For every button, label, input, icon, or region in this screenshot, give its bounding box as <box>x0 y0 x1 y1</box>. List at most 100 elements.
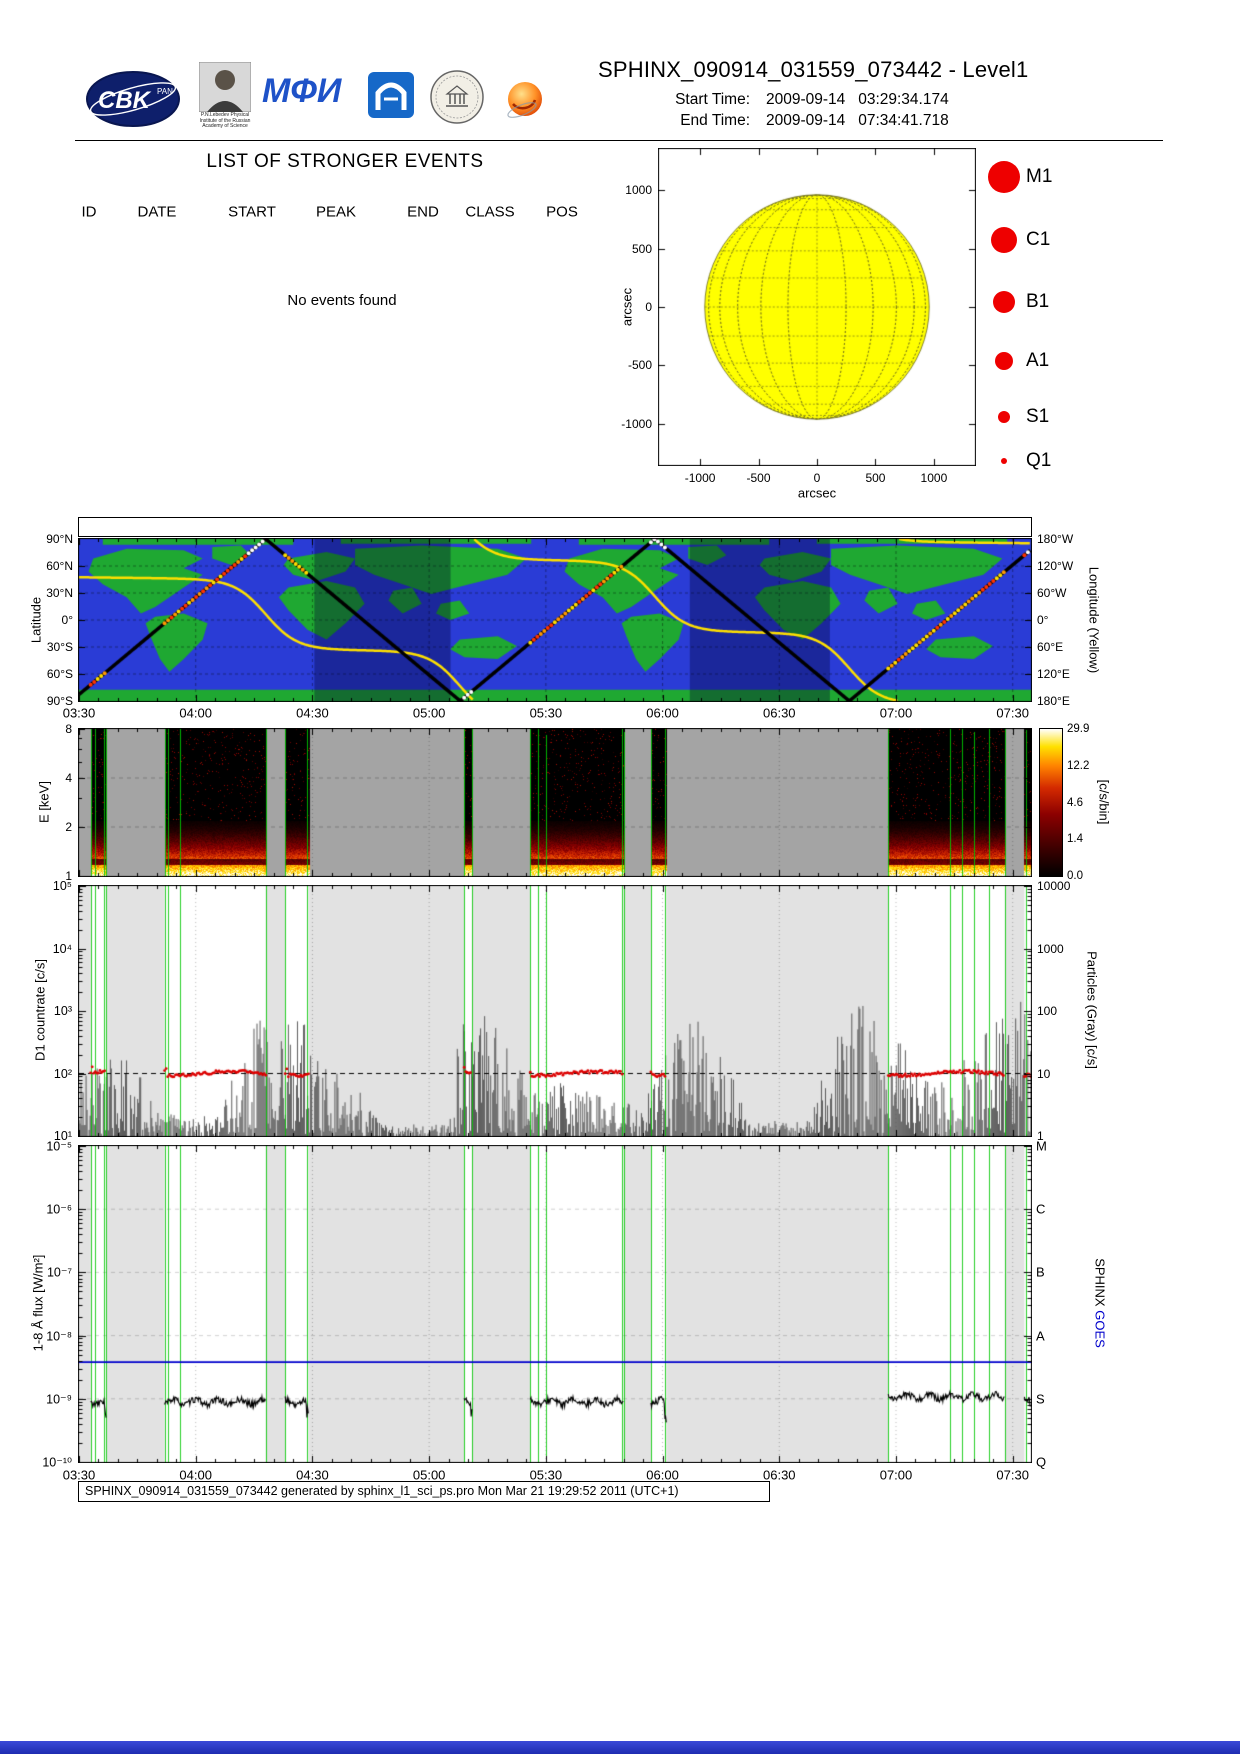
particles-tick-label: 100 <box>1037 1004 1058 1018</box>
energy-tick-label: 8 <box>65 722 72 736</box>
latitude-tick-label: 60°N <box>46 559 73 573</box>
events-heading: LIST OF STRONGER EVENTS <box>206 151 484 172</box>
events-column-header: DATE <box>137 203 177 221</box>
flux-tick-label: 10⁻⁸ <box>46 1329 72 1344</box>
longitude-tick-label: 120°W <box>1037 559 1074 573</box>
energy-tick-label: 1 <box>65 869 72 883</box>
particles-tick-label: 1 <box>1037 1129 1044 1143</box>
goes-class-label: C <box>1036 1201 1046 1217</box>
latitude-tick-label: 30°S <box>46 640 73 654</box>
sun-y-tick-label: -500 <box>627 358 652 373</box>
sun-x-tick-label: -1000 <box>684 471 716 485</box>
flare-size-label: Q1 <box>1026 450 1052 471</box>
energy-tick-label: 2 <box>65 820 72 834</box>
mephi-logo-text: МФИ <box>262 72 342 110</box>
particles-tick-label: 10000 <box>1037 879 1071 893</box>
sun-swirl-logo <box>502 78 548 129</box>
end-time-label: End Time: <box>680 112 750 129</box>
start-time-label: Start Time: <box>675 91 750 108</box>
sun-y-tick-label: -1000 <box>621 416 652 431</box>
end-time-value: 2009-09-14 07:34:41.718 <box>766 112 949 129</box>
sun-x-axis-label: arcsec <box>797 485 837 501</box>
events-column-header: ID <box>81 203 97 221</box>
flare-size-dot-c1 <box>991 227 1017 253</box>
colorbar-tick-label: 1.4 <box>1067 833 1083 846</box>
time-tick-label: 03:30 <box>62 705 96 721</box>
longitude-tick-label: 0° <box>1037 613 1049 627</box>
longitude-tick-label: 60°W <box>1037 586 1067 600</box>
longitude-tick-label: 180°W <box>1037 532 1074 546</box>
latitude-tick-label: 0° <box>61 613 73 627</box>
sun-y-axis-label: arcsec <box>619 287 635 327</box>
bottom-blue-bar <box>0 1741 1240 1754</box>
flare-size-label: M1 <box>1026 166 1053 187</box>
sun-y-tick-label: 1000 <box>625 183 652 198</box>
time-tick-label: 07:30 <box>996 1467 1029 1483</box>
longitude-tick-label: 180°E <box>1037 694 1070 708</box>
cbk-logo-graphic: CBK PAN <box>86 71 180 127</box>
sun-x-tick-label: -500 <box>746 471 771 485</box>
flux-tick-label: 10⁻⁵ <box>46 1139 72 1154</box>
mephi-logo: МФИ <box>262 72 341 111</box>
page-title: SPHINX_090914_031559_073442 - Level1 <box>598 57 1029 82</box>
time-tick-label: 07:00 <box>879 705 913 721</box>
countrate-tick-label: 10⁴ <box>52 941 72 956</box>
header-divider <box>75 140 1163 141</box>
energy-tick-label: 4 <box>65 771 72 785</box>
colorbar-tick-label: 4.6 <box>1067 796 1083 809</box>
time-tick-label: 07:30 <box>996 705 1029 721</box>
latitude-tick-label: 90°S <box>46 694 73 708</box>
colorbar-tick-label: 12.2 <box>1067 759 1090 772</box>
goes-class-label: B <box>1036 1264 1045 1280</box>
footer-text: SPHINX_090914_031559_073442 generated by… <box>85 1484 679 1498</box>
flare-size-dot-b1 <box>993 291 1015 313</box>
sun-y-tick-label: 0 <box>645 300 652 314</box>
empty-strip-panel <box>78 517 1032 537</box>
colorbar-tick-label: 29.9 <box>1067 723 1090 735</box>
particles-tick-label: 10 <box>1037 1066 1051 1081</box>
flux-axis-label: 1-8 Å flux [W/m²] <box>30 1254 46 1352</box>
goes-class-label: A <box>1036 1328 1045 1344</box>
cbk-logo-subtext: PAN <box>157 87 173 96</box>
lebedev-portrait <box>199 62 251 112</box>
flare-size-label: B1 <box>1026 291 1050 312</box>
flare-size-label: C1 <box>1026 229 1051 250</box>
flux-tick-label: 10⁻¹⁰ <box>42 1455 72 1470</box>
sun-swirl-graphic <box>507 82 542 118</box>
flux-series-legend: SPHINX GOES <box>1093 1258 1108 1348</box>
longitude-tick-label: 60°E <box>1037 640 1064 654</box>
sun-x-tick-label: 500 <box>865 471 886 485</box>
countrate-tick-label: 10² <box>53 1066 72 1081</box>
latitude-tick-label: 90°N <box>46 532 73 546</box>
end-time-row: End Time: 2009-09-14 07:34:41.718 <box>640 112 1160 130</box>
flux-tick-label: 10⁻⁶ <box>46 1202 72 1217</box>
flux-tick-label: 10⁻⁷ <box>46 1265 72 1280</box>
flare-size-label: A1 <box>1026 350 1050 371</box>
countrate-tick-label: 10³ <box>53 1004 72 1018</box>
colorbar-tick-label: 0.0 <box>1067 870 1083 882</box>
cbk-logo-text: CBK <box>98 87 152 114</box>
lebedev-caption: P.N.Lebedev Physical Institute of the Ru… <box>199 112 251 129</box>
sun-y-tick-label: 500 <box>631 241 652 256</box>
flare-size-dot-a1 <box>995 352 1013 370</box>
events-empty-message: No events found <box>287 292 397 309</box>
flare-size-dot-m1 <box>988 161 1020 193</box>
orbit-map-canvas <box>78 538 1032 702</box>
events-column-header: POS <box>546 203 578 221</box>
spectrogram-colorbar <box>1039 728 1063 877</box>
events-column-header: END <box>407 203 439 221</box>
energy-axis-label: E [keV] <box>36 781 52 823</box>
goes-class-label: Q <box>1036 1454 1047 1470</box>
time-tick-label: 05:30 <box>529 705 563 721</box>
footer-box: SPHINX_090914_031559_073442 generated by… <box>78 1481 770 1502</box>
time-tick-label: 06:00 <box>646 705 679 721</box>
longitude-axis-label: Longitude (Yellow) <box>1086 566 1102 674</box>
time-tick-label: 04:00 <box>179 705 212 721</box>
flare-size-dot-q1 <box>1001 458 1007 464</box>
sphinx-series-label: SPHINX <box>1092 1258 1108 1307</box>
sun-x-tick-label: 0 <box>813 471 821 485</box>
time-tick-label: 06:30 <box>763 705 796 721</box>
countrate-axis-label: D1 countrate [c/s] <box>32 959 48 1061</box>
particles-tick-label: 1000 <box>1037 941 1064 956</box>
